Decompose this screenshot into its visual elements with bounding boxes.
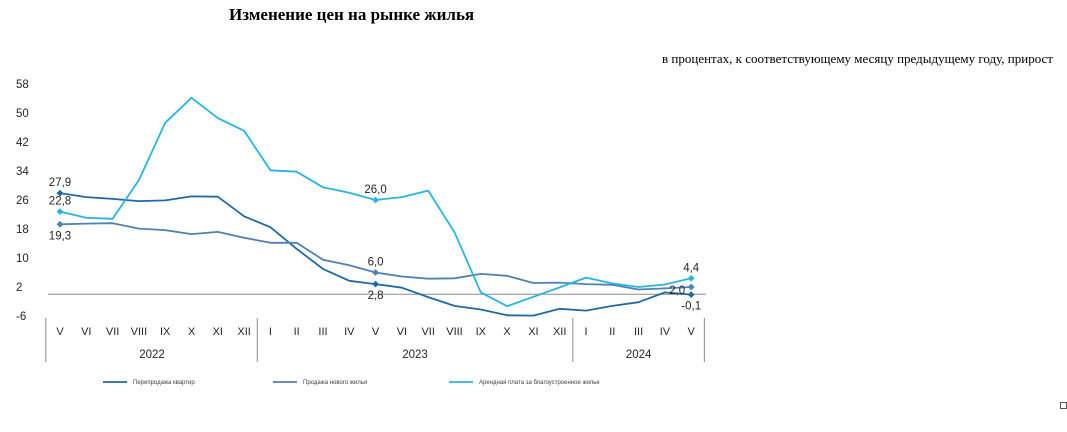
series-marker: [372, 269, 379, 276]
series-lines: [56, 96, 695, 317]
series-marker: [56, 220, 64, 228]
year-label: 2022: [139, 349, 165, 361]
y-tick-label: 18: [16, 224, 29, 236]
chart-title: Изменение цен на рынке жилья: [229, 5, 475, 24]
x-tick-label: II: [609, 326, 615, 338]
data-label: 26,0: [364, 184, 386, 196]
x-tick-label: XII: [237, 326, 250, 338]
series-marker: [56, 208, 64, 215]
x-tick-label: IX: [160, 326, 171, 338]
series-marker: [687, 283, 695, 291]
data-label: 4,4: [683, 262, 700, 274]
x-tick-label: III: [634, 326, 643, 338]
data-label: 27,9: [49, 177, 71, 189]
x-tick-label: X: [503, 326, 511, 338]
y-tick-label: 34: [16, 166, 29, 178]
data-label: 19,3: [49, 230, 71, 242]
series-marker: [372, 280, 379, 288]
x-tick-label: IV: [660, 326, 671, 338]
x-tick-label: XII: [553, 326, 566, 338]
x-tick-label: X: [188, 326, 196, 338]
x-tick-label: VIII: [446, 326, 463, 338]
y-tick-label: 26: [16, 195, 29, 207]
x-tick-label: I: [269, 326, 272, 338]
x-tick-label: IX: [476, 326, 487, 338]
x-tick-label: XI: [213, 326, 223, 338]
x-tick-label: XI: [528, 326, 538, 338]
series-marker: [56, 189, 64, 197]
data-label: 6,0: [368, 257, 384, 269]
series-marker: [687, 274, 695, 282]
x-tick-label: VII: [421, 326, 434, 338]
year-label: 2024: [626, 349, 652, 361]
legend: Перепродажа квартир Продажа нового жилья А…: [103, 380, 600, 386]
data-label: 2,0: [669, 285, 685, 297]
x-tick-label: III: [318, 326, 327, 338]
x-tick-label: VI: [397, 326, 407, 338]
series-marker: [372, 196, 379, 204]
x-tick-label: V: [56, 326, 64, 338]
chart-subtitle: в процентах, к соответствующему месяцу п…: [662, 51, 1053, 66]
x-tick-label: I: [584, 326, 587, 338]
x-tick-label: V: [372, 326, 380, 338]
series-marker: [687, 291, 695, 299]
corner-marker: [1060, 402, 1067, 409]
x-tick-label: VIII: [131, 326, 148, 338]
x-tick-label: II: [294, 326, 300, 338]
legend-label: Арендная плата за благоустроенное жилье: [479, 380, 600, 386]
x-tick-label: VII: [106, 326, 119, 338]
data-label: 22,8: [49, 196, 71, 208]
y-tick-label: 42: [16, 137, 29, 149]
y-tick-label: 2: [16, 282, 22, 294]
legend-label: Продажа нового жилья: [303, 380, 367, 386]
y-tick-label: -6: [16, 311, 26, 323]
data-label: -0,1: [681, 301, 701, 313]
x-tick-label: IV: [344, 326, 355, 338]
year-label: 2023: [402, 349, 428, 361]
data-labels: 27,9 2,8 -0,1 19,3 6,0 2,0 22,8 26,0 4,4: [49, 177, 701, 312]
y-tick-label: 58: [16, 79, 29, 91]
data-label: 2,8: [368, 290, 384, 302]
legend-label: Перепродажа квартир: [133, 380, 195, 386]
y-tick-label: 10: [16, 253, 29, 265]
y-tick-label: 50: [16, 108, 29, 120]
x-tick-label: VI: [81, 326, 91, 338]
x-tick-label: V: [688, 326, 696, 338]
